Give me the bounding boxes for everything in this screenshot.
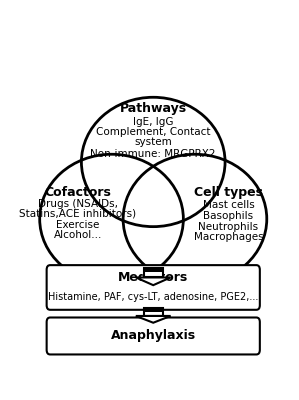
Text: Cofactors: Cofactors — [45, 186, 111, 199]
Text: Mediators: Mediators — [118, 271, 188, 284]
Text: Exercise: Exercise — [56, 220, 100, 230]
Text: Non-immune: MRGPRX2: Non-immune: MRGPRX2 — [91, 149, 216, 159]
Text: system: system — [134, 137, 172, 147]
Text: Complement, Contact: Complement, Contact — [96, 127, 210, 137]
FancyBboxPatch shape — [47, 265, 260, 310]
Polygon shape — [144, 308, 163, 316]
Text: Mast cells: Mast cells — [203, 200, 254, 210]
Text: Cell types: Cell types — [194, 186, 263, 199]
Text: Macrophages: Macrophages — [194, 232, 263, 242]
Text: Drugs (NSAIDs,: Drugs (NSAIDs, — [38, 199, 118, 209]
Text: Alcohol...: Alcohol... — [54, 230, 102, 240]
Text: IgE, IgG: IgE, IgG — [133, 117, 173, 127]
Polygon shape — [145, 268, 162, 272]
Text: Pathways: Pathways — [120, 102, 187, 114]
Polygon shape — [145, 308, 162, 312]
Polygon shape — [136, 316, 171, 323]
Text: Basophils: Basophils — [204, 211, 254, 221]
Polygon shape — [144, 268, 163, 278]
Text: Statins,ACE inhibitors): Statins,ACE inhibitors) — [19, 209, 136, 219]
Polygon shape — [136, 278, 171, 285]
Text: Neutrophils: Neutrophils — [199, 222, 259, 232]
Text: Anaphylaxis: Anaphylaxis — [111, 330, 196, 342]
Text: Histamine, PAF, cys-LT, adenosine, PGE2,...: Histamine, PAF, cys-LT, adenosine, PGE2,… — [48, 292, 258, 302]
FancyBboxPatch shape — [47, 318, 260, 354]
